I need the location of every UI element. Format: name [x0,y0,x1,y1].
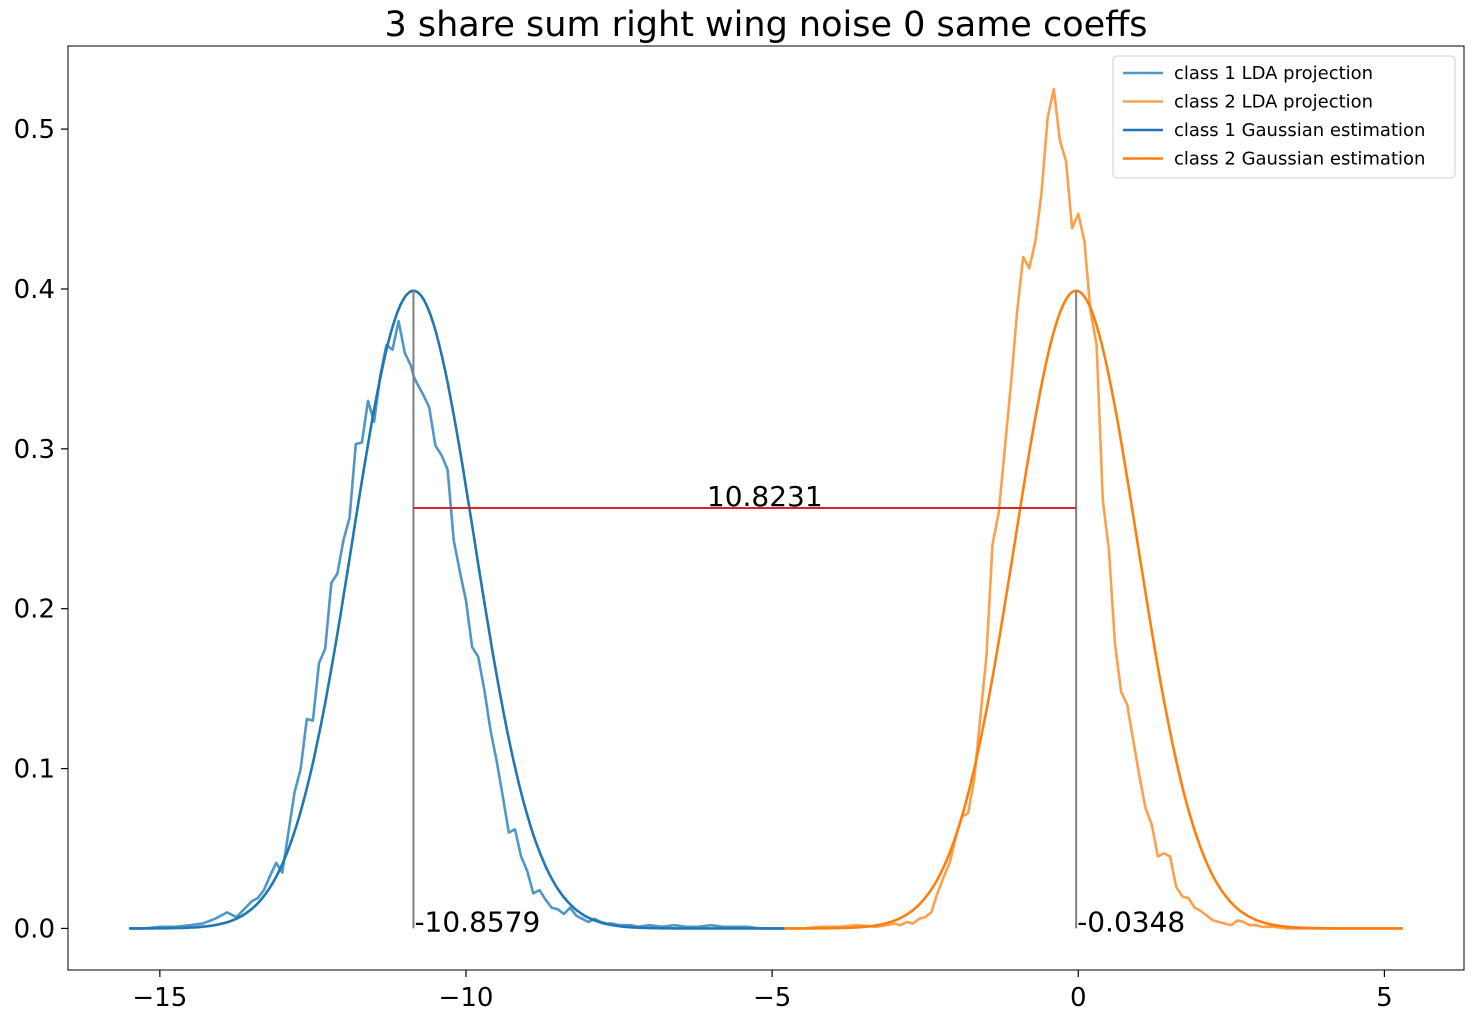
mean-label-2: -0.0348 [1077,905,1185,938]
legend-box [1112,55,1456,179]
x-tick-label-0: −15 [132,983,187,1013]
mean-label-1: -10.8579 [414,905,540,938]
legend-label-1: class 1 LDA projection [1174,63,1373,84]
legend: class 1 LDA projection class 2 LDA projec… [1112,55,1456,179]
y-tick-label-0: 0.0 [14,914,55,944]
x-tick-label-4: 5 [1376,983,1393,1013]
series-line-3 [129,289,785,930]
distance-label: 10.8231 [707,480,823,513]
series-line-1 [129,319,785,930]
y-tick-label-2: 0.2 [14,595,55,625]
y-tick-label-5: 0.5 [14,115,55,145]
y-tick-label-3: 0.3 [14,435,55,465]
legend-label-3: class 1 Gaussian estimation [1174,120,1425,141]
x-tick-label-2: −5 [753,983,791,1013]
y-axis: 0.0 0.1 0.2 0.3 0.4 0.5 [14,115,68,944]
chart-title: 3 share sum right wing noise 0 same coef… [385,5,1148,45]
legend-label-2: class 2 LDA projection [1174,92,1373,113]
legend-label-4: class 2 Gaussian estimation [1174,149,1425,170]
plot-area: -10.8579 -0.0348 10.8231 [129,87,1403,938]
x-axis: −15 −10 −5 0 5 [132,970,1393,1013]
x-tick-label-3: 0 [1070,983,1087,1013]
y-tick-label-4: 0.4 [14,275,55,305]
series-line-4 [784,289,1403,930]
x-tick-label-1: −10 [439,983,494,1013]
plot-frame [67,45,1465,971]
y-tick-label-1: 0.1 [14,755,55,785]
